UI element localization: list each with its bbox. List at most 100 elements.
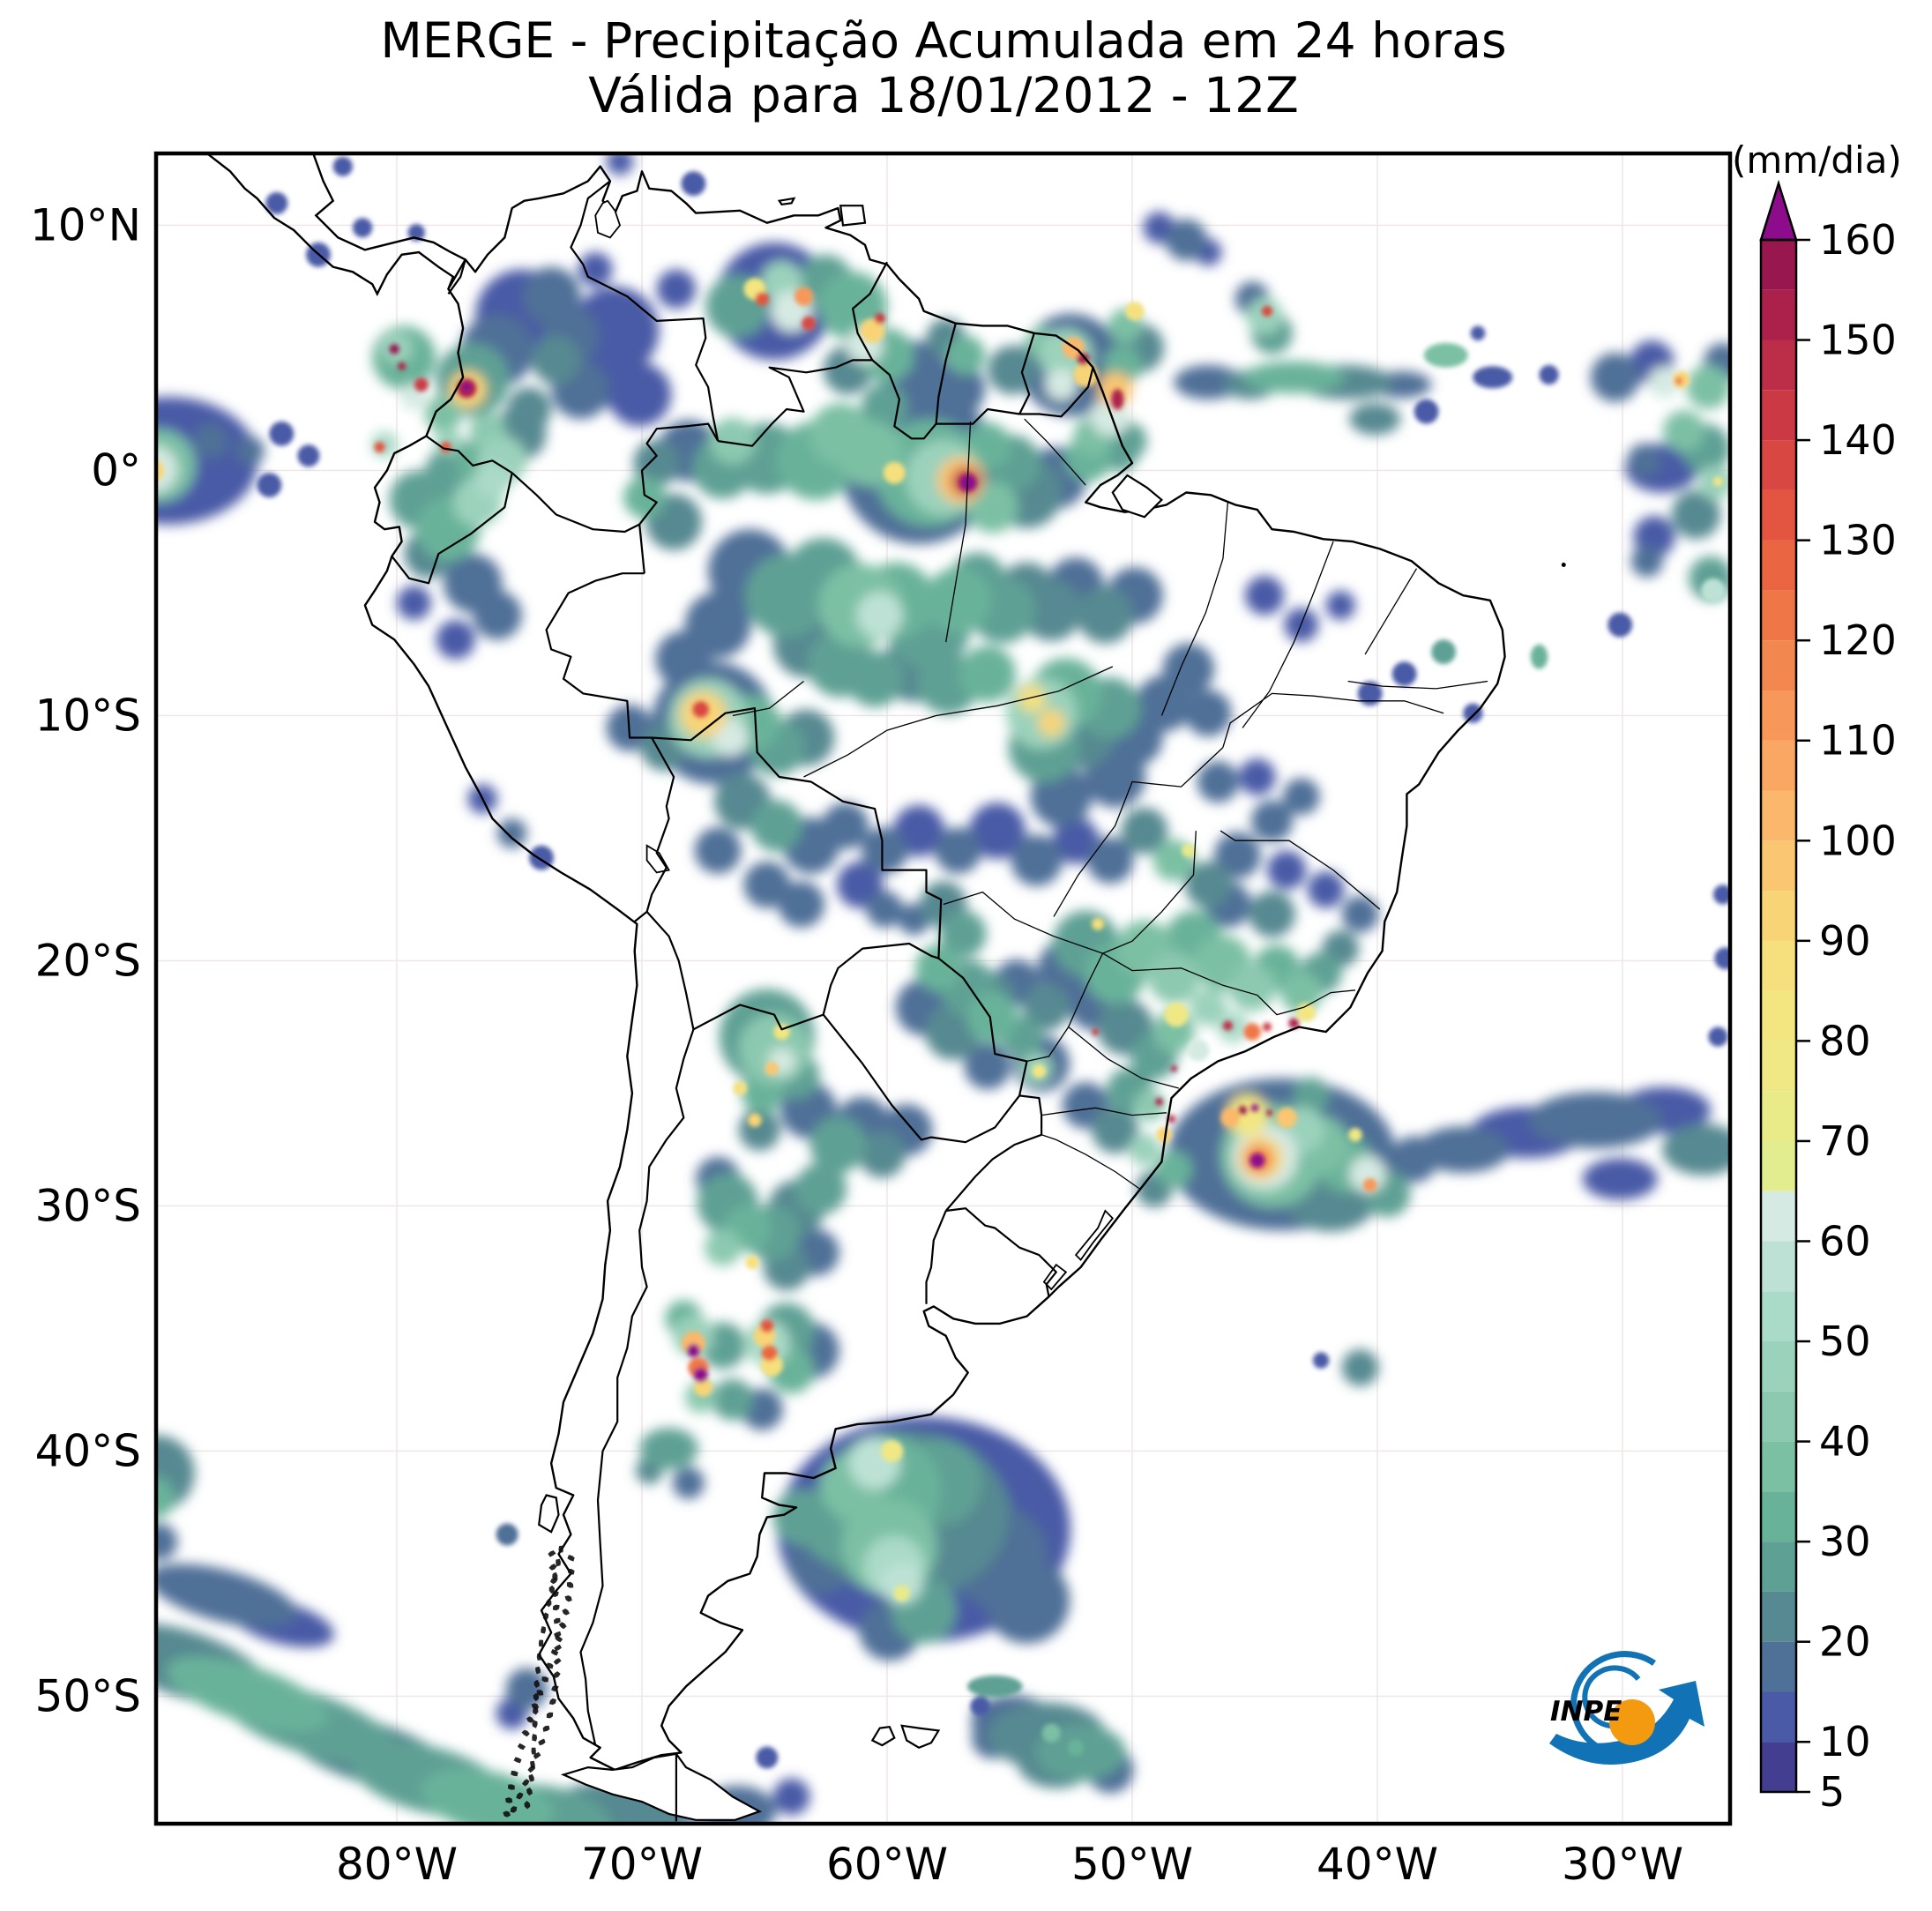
colorbar-band [1761,390,1796,441]
precip-cell [1671,489,1721,540]
figure-title-line1: MERGE - Precipitação Acumulada em 24 hor… [380,12,1507,69]
country-border [1018,332,1035,414]
precip-cell [778,881,825,928]
precip-cell [1052,817,1100,864]
precip-cell [969,802,1026,860]
precip-cell [1018,684,1046,713]
fjord-islet [562,1609,570,1616]
fjord-islet [535,1666,541,1675]
precip-cell [1312,1352,1330,1369]
precip-cell [860,318,885,343]
fjord-islet [521,1729,530,1737]
logo-text: INPE [1550,1696,1622,1728]
colorbar-band [1761,1541,1796,1592]
country-border [425,435,513,474]
precip-cell [1608,612,1633,638]
fjord-islet [533,1706,539,1715]
fjord-islet [567,1568,575,1575]
precip-cell [1156,1126,1172,1143]
precip-cell [915,944,962,992]
colorbar-band [1761,1140,1796,1191]
colorbar-tick-label: 80 [1819,1017,1871,1064]
fjord-islet [508,1784,515,1790]
figure-title-line2: Válida para 18/01/2012 - 12Z [588,67,1299,123]
x-tick-label: 40°W [1317,1839,1438,1890]
precip-cell [935,827,981,874]
precip-cell [191,422,229,459]
precip-cell [1148,952,1200,1004]
fjord-islet [533,1692,539,1702]
colorbar-tick-label: 100 [1819,817,1897,864]
precip-cell [414,377,429,392]
colorbar-band [1761,990,1796,1041]
state-border [1160,502,1229,716]
precip-cell [893,1585,910,1601]
precip-cell [1250,1104,1259,1112]
precip-cell [1246,297,1283,335]
precip-cell [521,266,581,326]
fjord-islet [538,1738,546,1746]
country-border [579,1028,695,1746]
precip-cell [1675,377,1683,385]
fjord-islet [548,1585,556,1594]
precip-cell [809,403,871,465]
y-tick-label: 0° [91,444,141,496]
precip-cell [1164,1002,1189,1027]
state-border [943,891,1103,954]
precip-cell [1167,1115,1175,1123]
fjord-islet [526,1787,533,1796]
colorbar-band [1761,1591,1796,1642]
colorbar-band [1761,940,1796,991]
precip-cell [1662,410,1705,452]
country-border [945,1207,1057,1297]
state-border [1102,952,1356,1016]
precip-cell [881,1563,923,1605]
central-america-coastline [312,153,466,261]
state-border [1026,952,1104,1063]
y-tick-label: 50°S [35,1670,141,1721]
fjord-islet [513,1757,522,1764]
precip-cell [1190,989,1227,1026]
precip-cell [606,153,634,175]
state-border [1347,680,1488,690]
fjord-islet [541,1626,547,1634]
map-frame [153,151,1733,1826]
country-border [925,1210,947,1304]
precip-cell [672,1467,705,1499]
precip-cell [693,1368,708,1383]
precip-cell [462,382,472,392]
precip-cell [1307,870,1345,908]
precip-cell [1341,895,1379,933]
precip-cell [397,586,431,621]
colorbar-band [1761,1491,1796,1542]
precip-cell [1530,644,1548,669]
x-tick-label: 60°W [826,1839,948,1890]
precip-cell [496,1523,518,1546]
state-border [1068,1026,1179,1089]
y-tick-label: 10°S [35,690,141,741]
state-border [803,666,1114,778]
precip-cell [397,362,407,370]
fjord-islet [532,1734,538,1742]
state-border [1024,418,1086,486]
precip-cell [1276,1107,1297,1129]
colorbar-tick-label: 30 [1819,1518,1871,1565]
precip-cell [1184,861,1232,908]
precip-cell [1357,681,1383,706]
precip-cell [859,1131,906,1178]
precip-cell [1473,366,1513,389]
colorbar-over-arrow [1759,179,1798,242]
precip-cell [802,316,816,331]
precip-cell [964,422,1011,470]
fjord-islet [555,1635,563,1643]
fjord-islet [554,1631,562,1638]
precip-cell [156,445,178,493]
island-outline [777,197,796,205]
precip-cell [1341,1349,1379,1386]
precip-cell [1662,1123,1730,1176]
y-tick-label: 30°S [35,1180,141,1231]
fjord-islet [553,1658,562,1665]
colorbar-tick-label: 50 [1819,1318,1871,1365]
precip-cell [265,191,288,214]
precip-cell [773,1023,790,1041]
